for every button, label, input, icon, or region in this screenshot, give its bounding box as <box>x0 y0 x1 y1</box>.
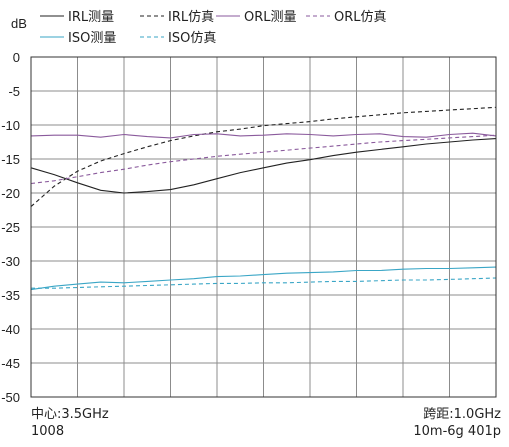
series-line-4 <box>30 134 497 185</box>
legend-label: ORL测量 <box>244 10 297 25</box>
y-tick-label: -15 <box>1 152 20 167</box>
legend-label: ISO测量 <box>68 31 116 46</box>
point-count: 1008 <box>31 424 65 439</box>
y-tick-label: -35 <box>1 288 20 303</box>
y-axis-label: dB <box>11 16 27 31</box>
legend-label: IRL测量 <box>68 10 114 25</box>
legend: IRL测量 IRL仿真 ORL测量 ORL仿真 ISO测量 ISO仿真 <box>40 10 387 46</box>
legend-label: ISO仿真 <box>168 31 216 46</box>
sweep-range: 10m-6g 401p <box>413 424 501 439</box>
series-line-5 <box>30 266 497 291</box>
y-tick-label: -30 <box>1 254 20 269</box>
grid <box>31 57 496 397</box>
legend-label: IRL仿真 <box>168 10 214 25</box>
y-tick-label: 0 <box>13 50 20 65</box>
legend-label: ORL仿真 <box>334 10 387 25</box>
y-tick-label: -5 <box>8 84 20 99</box>
y-tick-labels: 0 -5 -10 -15 -20 -25 -30 -35 -40 -45 -50 <box>1 50 20 405</box>
plot-frame <box>30 56 497 398</box>
series-line-6 <box>31 277 497 289</box>
y-tick-label: -25 <box>1 220 20 235</box>
y-tick-label: -20 <box>1 186 20 201</box>
series-lines <box>30 106 497 291</box>
series-line-2 <box>30 106 497 208</box>
y-tick-label: -45 <box>1 356 20 371</box>
y-tick-label: -10 <box>1 118 20 133</box>
y-tick-label: -40 <box>1 322 20 337</box>
y-tick-label: -50 <box>1 390 20 405</box>
series-line-3 <box>30 132 497 139</box>
center-frequency: 中心:3.5GHz <box>31 407 109 422</box>
frequency-span: 跨距:1.0GHz <box>423 407 501 422</box>
series-line-1 <box>30 138 497 194</box>
